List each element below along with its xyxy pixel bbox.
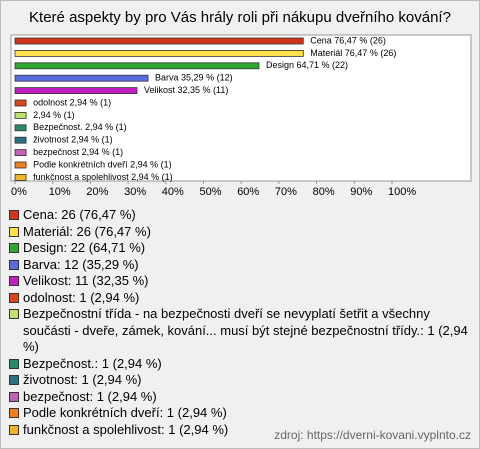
bar xyxy=(14,149,27,157)
bar-label: odolnost 2,94 % (1) xyxy=(33,97,111,107)
bar-label: bezpečnost 2,94 % (1) xyxy=(33,147,123,157)
bar-label: Podle konkrétních dveří 2,94 % (1) xyxy=(33,159,172,169)
legend-label: Design: 22 (64,71 %) xyxy=(23,240,146,255)
x-tick-label: 90% xyxy=(350,186,372,198)
legend-entry: odolnost: 1 (2,94 %) xyxy=(9,290,471,307)
bar xyxy=(14,136,27,144)
legend-swatch xyxy=(9,424,19,435)
legend-label: bezpečnost: 1 (2,94 %) xyxy=(23,388,157,404)
legend-entry: Design: 22 (64,71 %) xyxy=(9,240,471,257)
legend-label: Cena: 26 (76,47 %) xyxy=(23,207,136,222)
legend-entry: životnost: 1 (2,94 %) xyxy=(9,372,471,389)
bar-label: Cena 76,47 % (26) xyxy=(310,35,386,45)
legend-label: Bezpečnostní třída - na bezpečnosti dveř… xyxy=(23,306,468,354)
legend: Cena: 26 (76,47 %) Materiál: 26 (76,47 %)… xyxy=(9,207,471,438)
x-tick-label: 50% xyxy=(200,186,222,198)
source: zdroj: https://dverni-kovani.vyplnto.cz xyxy=(274,428,471,442)
bar-label: Bezpečnost. 2,94 % (1) xyxy=(33,122,127,132)
legend-swatch xyxy=(9,226,19,237)
bar-label: Barva 35,29 % (12) xyxy=(155,73,233,83)
legend-label: funkčnost a spolehlivost: 1 (2,94 %) xyxy=(23,421,229,437)
legend-label: Podle konkrétních dveří: 1 (2,94 %) xyxy=(23,405,227,420)
bar xyxy=(14,173,27,181)
bar xyxy=(14,37,304,45)
x-tick-label: 20% xyxy=(86,186,108,198)
legend-entry: Bezpečnostní třída - na bezpečnosti dveř… xyxy=(9,306,471,356)
legend-label: odolnost: 1 (2,94 %) xyxy=(23,289,140,305)
legend-swatch xyxy=(9,243,19,253)
legend-swatch xyxy=(9,210,19,220)
legend-entry: funkčnost a spolehlivost: 1 (2,94 %) xyxy=(9,422,471,439)
legend-entry: Barva: 12 (35,29 %) xyxy=(9,257,471,274)
bar-label: 2,94 % (1) xyxy=(33,110,75,120)
legend-entry: Bezpečnost.: 1 (2,94 %) xyxy=(9,356,471,373)
x-tick-label: 100% xyxy=(388,186,416,198)
bar-label: životnost 2,94 % (1) xyxy=(33,135,113,145)
legend-swatch xyxy=(9,358,19,369)
legend-swatch xyxy=(9,309,19,319)
x-tick-label: 80% xyxy=(313,186,335,198)
x-tick-label: 0% xyxy=(11,186,27,198)
legend-label: Bezpečnost.: 1 (2,94 %) xyxy=(23,355,162,371)
plot-area xyxy=(10,34,472,182)
bar-label: funkčnost a spolehlivost 2,94 % (1) xyxy=(33,172,173,182)
bar xyxy=(14,50,304,57)
legend-swatch xyxy=(9,375,19,385)
bar xyxy=(14,161,27,169)
bar xyxy=(14,99,27,107)
legend-entry: Velikost: 11 (32,35 %) xyxy=(9,273,471,290)
bar xyxy=(14,124,27,132)
x-tick-label: 10% xyxy=(49,186,71,198)
x-tick-label: 70% xyxy=(275,186,297,198)
x-tick-label: 30% xyxy=(124,186,146,198)
legend-label: životnost: 1 (2,94 %) xyxy=(23,372,142,387)
bar xyxy=(14,112,27,119)
bar-label: Velikost 32,35 % (11) xyxy=(144,85,228,95)
legend-label: Barva: 12 (35,29 %) xyxy=(23,256,139,272)
x-tick-label: 60% xyxy=(237,186,259,198)
x-tick-label: 40% xyxy=(162,186,184,198)
legend-entry: Podle konkrétních dveří: 1 (2,94 %) xyxy=(9,405,471,422)
chart: 0% 10% 20% 30% 40% 50% 60% 70% 80% 90% 100% Cena 76… xyxy=(10,34,472,198)
legend-swatch xyxy=(9,276,19,286)
bar xyxy=(14,74,149,82)
legend-entry: Cena: 26 (76,47 %) xyxy=(9,207,471,224)
chart-title: Které aspekty by pro Vás hrály roli při … xyxy=(29,9,451,26)
bar xyxy=(14,87,138,94)
legend-entry: bezpečnost: 1 (2,94 %) xyxy=(9,389,471,406)
bar-label: Design 64,71 % (22) xyxy=(266,60,348,70)
legend-label: Materiál: 26 (76,47 %) xyxy=(23,223,151,239)
legend-swatch xyxy=(9,292,19,303)
bar-label: Materiál 76,47 % (26) xyxy=(310,48,396,58)
legend-swatch xyxy=(9,391,19,402)
legend-swatch xyxy=(9,259,19,270)
legend-entry: Materiál: 26 (76,47 %) xyxy=(9,224,471,241)
bar xyxy=(14,62,260,70)
legend-label: Velikost: 11 (32,35 %) xyxy=(23,273,149,288)
legend-swatch xyxy=(9,408,19,418)
